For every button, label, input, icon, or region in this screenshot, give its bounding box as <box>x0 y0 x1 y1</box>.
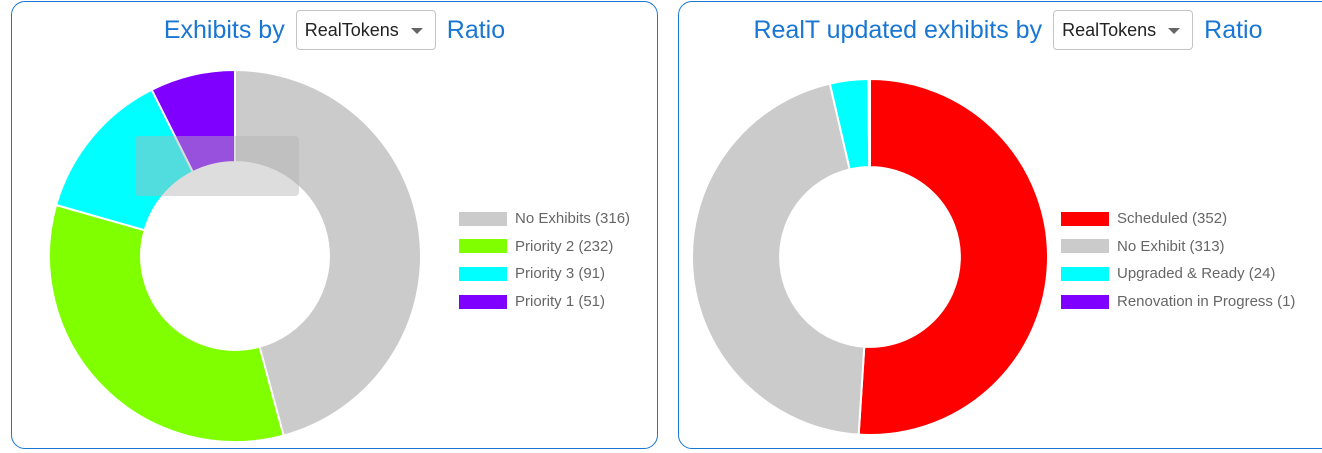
legend-label: Priority 2 (232) <box>515 237 614 255</box>
legend-swatch <box>459 239 507 254</box>
legend-swatch <box>459 294 507 309</box>
legend-swatch <box>459 266 507 281</box>
select-value: RealTokens <box>304 19 399 40</box>
legend-item-scheduled[interactable]: Scheduled (352) <box>1061 205 1295 233</box>
title-prefix: Exhibits by <box>163 15 285 44</box>
slice-priority-2[interactable] <box>48 203 285 443</box>
legend-label: No Exhibit (313) <box>1117 237 1225 255</box>
slice-renovation-in-progress[interactable] <box>867 77 871 169</box>
legend-label: Scheduled (352) <box>1117 210 1228 228</box>
exhibits-ratio-card: Exhibits by RealTokens Ratio No Exhibits… <box>11 1 658 449</box>
title-prefix: RealT updated exhibits by <box>753 15 1043 44</box>
chart-legend: Scheduled (352) No Exhibit (313) Upgraded … <box>1061 205 1295 315</box>
legend-item-priority-2[interactable]: Priority 2 (232) <box>459 233 630 261</box>
legend-label: Priority 3 (91) <box>515 265 606 283</box>
legend-label: No Exhibits (316) <box>515 210 631 228</box>
chevron-down-icon <box>1168 28 1181 34</box>
chevron-down-icon <box>410 28 423 34</box>
legend-item-priority-3[interactable]: Priority 3 (91) <box>459 260 630 288</box>
slice-scheduled[interactable] <box>857 77 1049 436</box>
legend-item-no-exhibits[interactable]: No Exhibits (316) <box>459 205 630 233</box>
legend-item-upgraded-ready[interactable]: Upgraded & Ready (24) <box>1061 260 1295 288</box>
exhibits-donut-chart <box>48 68 422 443</box>
chart-legend: No Exhibits (316) Priority 2 (232) Priorit… <box>459 205 630 315</box>
slice-no-exhibits[interactable] <box>234 68 422 437</box>
select-value: RealTokens <box>1062 19 1157 40</box>
legend-label: Priority 1 (51) <box>515 293 606 311</box>
slice-no-exhibit[interactable] <box>691 82 866 436</box>
card-header: RealT updated exhibits by RealTokens Rat… <box>679 10 1322 50</box>
legend-swatch <box>1061 294 1109 309</box>
legend-swatch <box>459 211 507 226</box>
legend-item-no-exhibit[interactable]: No Exhibit (313) <box>1061 233 1295 261</box>
updated-exhibits-donut-chart <box>691 77 1049 436</box>
legend-swatch <box>1061 239 1109 254</box>
legend-item-priority-1[interactable]: Priority 1 (51) <box>459 288 630 316</box>
token-type-select[interactable]: RealTokens <box>1053 10 1194 50</box>
legend-swatch <box>1061 266 1109 281</box>
title-suffix: Ratio <box>446 15 506 44</box>
legend-label: Upgraded & Ready (24) <box>1117 265 1276 283</box>
card-header: Exhibits by RealTokens Ratio <box>12 10 657 50</box>
title-suffix: Ratio <box>1204 15 1263 44</box>
updated-exhibits-ratio-card: RealT updated exhibits by RealTokens Rat… <box>678 1 1322 449</box>
legend-swatch <box>1061 211 1109 226</box>
chart-tooltip <box>135 136 299 196</box>
legend-label: Renovation in Progress (1) <box>1117 293 1296 311</box>
legend-item-renovation-in-progress[interactable]: Renovation in Progress (1) <box>1061 288 1295 316</box>
token-type-select[interactable]: RealTokens <box>295 10 436 50</box>
slice-priority-1[interactable] <box>150 68 236 174</box>
